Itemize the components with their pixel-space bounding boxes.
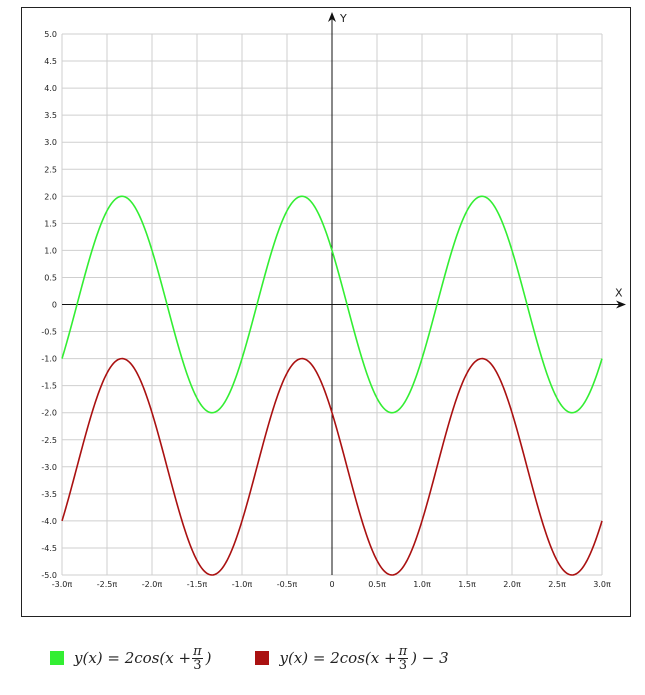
y-tick-label: -1.5 — [41, 382, 57, 391]
formula-fraction: π 3 — [397, 643, 409, 673]
y-tick-label: 1.0 — [44, 246, 57, 255]
series-line — [61, 195, 603, 414]
x-axis-label: X — [615, 287, 623, 300]
y-axis-arrow — [328, 12, 336, 22]
formula-suffix: ) − 3 — [411, 649, 449, 667]
x-tick-label: 0.5π — [368, 580, 386, 589]
legend-formula-green: y(x) = 2cos(x + π 3 ) — [74, 645, 211, 672]
x-tick-label: 3.0π — [593, 580, 611, 589]
y-tick-label: 4.0 — [44, 84, 57, 93]
legend-item-green[interactable]: y(x) = 2cos(x + π 3 ) — [50, 645, 211, 672]
formula-prefix: y(x) = 2cos(x + — [74, 649, 192, 667]
x-tick-label: -1.0π — [232, 580, 253, 589]
y-tick-label: 0 — [52, 301, 57, 310]
y-tick-label: -1.0 — [41, 355, 57, 364]
legend: y(x) = 2cos(x + π 3 ) y(x) = 2cos(x + π … — [50, 640, 493, 676]
y-tick-label: 1.5 — [44, 219, 57, 228]
fraction-numerator: π — [192, 643, 203, 659]
y-tick-label: 4.5 — [44, 57, 57, 66]
series-group — [61, 195, 603, 576]
y-tick-label: -3.5 — [41, 490, 57, 499]
fraction-numerator: π — [397, 643, 409, 659]
y-tick-label: 2.5 — [44, 165, 57, 174]
formula-prefix: y(x) = 2cos(x + — [279, 649, 397, 667]
x-tick-label: -0.5π — [277, 580, 298, 589]
x-tick-label: -3.0π — [52, 580, 73, 589]
y-tick-label: 3.0 — [44, 138, 57, 147]
x-tick-label: 2.0π — [503, 580, 521, 589]
axes — [62, 12, 626, 575]
y-tick-label: 0.5 — [44, 273, 57, 282]
x-tick-label: -2.0π — [142, 580, 163, 589]
chart-svg: -3.0π -2.5π -2.0π -1.5π -1.0π -0.5π 0 0.5π 1.0π 1… — [41, 12, 626, 589]
x-tick-label: 1.5π — [458, 580, 476, 589]
y-tick-label: -4.5 — [41, 544, 57, 553]
y-tick-label: -2.5 — [41, 436, 57, 445]
formula-suffix: ) — [205, 649, 212, 667]
fraction-denominator: 3 — [398, 657, 407, 673]
x-tick-label: -2.5π — [97, 580, 118, 589]
y-tick-label: -2.0 — [41, 409, 57, 418]
y-tick-label: 2.0 — [44, 192, 57, 201]
x-axis-arrow — [616, 300, 626, 309]
legend-swatch-red — [255, 651, 270, 665]
y-tick-label: -3.0 — [41, 463, 57, 472]
x-tick-label: -1.5π — [187, 580, 208, 589]
y-axis-label: Y — [339, 12, 347, 25]
series-line — [61, 357, 603, 576]
y-tick-label: -5.0 — [41, 571, 57, 580]
x-tick-label: 1.0π — [413, 580, 431, 589]
y-tick-label: -4.0 — [41, 517, 57, 526]
formula-fraction: π 3 — [192, 645, 203, 672]
x-tick-label: 2.5π — [548, 580, 566, 589]
y-tick-label: 3.5 — [44, 111, 57, 120]
fraction-denominator: 3 — [193, 657, 202, 673]
legend-formula-red: y(x) = 2cos(x + π 3 ) − 3 — [279, 645, 448, 672]
y-tick-label: -0.5 — [41, 328, 57, 337]
tick-labels: -3.0π -2.5π -2.0π -1.5π -1.0π -0.5π 0 0.5π 1.0π 1… — [41, 30, 611, 589]
chart-frame: -3.0π -2.5π -2.0π -1.5π -1.0π -0.5π 0 0.5π 1.0π 1… — [21, 7, 631, 617]
legend-item-red[interactable]: y(x) = 2cos(x + π 3 ) − 3 — [255, 645, 449, 672]
x-tick-label: 0 — [329, 580, 334, 589]
y-tick-label: 5.0 — [44, 30, 57, 39]
legend-swatch-green — [50, 651, 64, 665]
